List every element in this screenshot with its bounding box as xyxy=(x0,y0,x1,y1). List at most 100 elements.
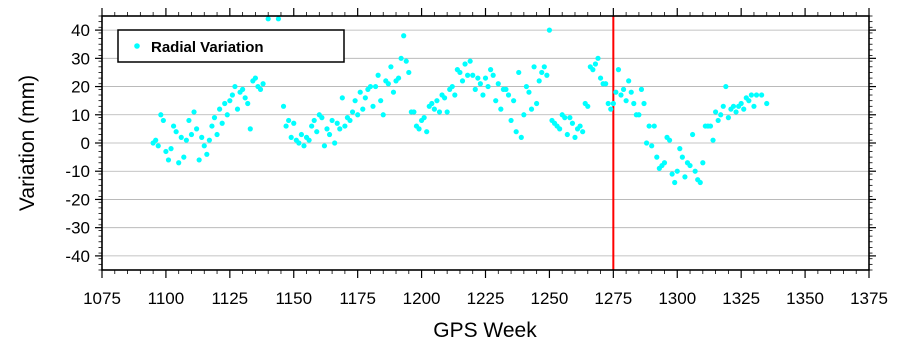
x-tick-label: 1125 xyxy=(212,289,249,308)
data-point xyxy=(181,154,187,160)
data-point xyxy=(421,115,427,121)
data-point xyxy=(360,106,366,112)
data-point xyxy=(337,126,343,132)
x-tick-label: 1225 xyxy=(467,289,505,308)
data-point xyxy=(564,131,570,138)
data-point xyxy=(610,100,616,107)
data-point xyxy=(309,123,315,129)
data-point xyxy=(424,129,430,135)
data-point xyxy=(557,126,563,132)
data-point xyxy=(649,143,655,149)
data-point xyxy=(493,98,499,104)
data-point xyxy=(160,117,166,124)
data-point xyxy=(643,140,650,146)
data-point xyxy=(367,83,374,90)
data-point xyxy=(291,120,297,126)
axis-ticks xyxy=(95,8,876,278)
data-point xyxy=(592,61,599,67)
data-point xyxy=(403,58,409,64)
data-point xyxy=(191,109,197,115)
data-point xyxy=(569,120,576,126)
x-tick-label: 1200 xyxy=(403,289,441,308)
data-point xyxy=(531,64,537,70)
data-point xyxy=(222,100,228,107)
data-point xyxy=(480,92,486,98)
data-point xyxy=(618,92,624,98)
data-point xyxy=(679,154,685,160)
data-point xyxy=(183,137,189,143)
data-point xyxy=(411,109,417,115)
data-point xyxy=(465,72,471,78)
data-point xyxy=(523,83,530,90)
data-point xyxy=(534,100,540,107)
data-point xyxy=(436,109,443,115)
data-point xyxy=(636,112,642,118)
data-point xyxy=(661,160,668,166)
y-tick-label: 0 xyxy=(81,134,90,153)
data-point xyxy=(176,160,182,166)
data-point xyxy=(459,78,466,84)
data-point xyxy=(641,100,647,107)
data-point xyxy=(539,69,545,76)
legend-label: Radial Variation xyxy=(151,39,264,56)
data-point xyxy=(674,168,680,174)
data-point xyxy=(196,157,202,163)
data-point xyxy=(546,27,553,33)
data-point xyxy=(687,162,693,169)
data-point xyxy=(431,106,437,112)
data-point xyxy=(296,140,302,146)
data-point xyxy=(416,126,422,132)
data-point xyxy=(495,81,501,87)
data-point xyxy=(378,98,384,104)
data-point xyxy=(511,98,517,104)
data-point xyxy=(733,109,739,115)
data-point xyxy=(521,112,527,118)
data-point xyxy=(526,89,532,95)
data-point xyxy=(339,95,345,101)
data-point xyxy=(232,83,238,90)
data-point xyxy=(390,89,397,95)
data-point xyxy=(697,179,703,186)
data-point xyxy=(462,61,468,67)
data-point xyxy=(654,154,660,160)
data-point xyxy=(713,109,719,115)
y-tick-label: 10 xyxy=(71,106,90,125)
data-point xyxy=(475,75,481,81)
data-point xyxy=(505,92,512,98)
data-point xyxy=(429,100,435,107)
y-axis-title: Variation (mm) xyxy=(16,75,39,211)
x-tick-label: 1100 xyxy=(148,289,185,308)
data-point xyxy=(470,72,476,78)
x-tick-label: 1250 xyxy=(531,289,569,308)
data-point xyxy=(513,129,519,135)
data-point xyxy=(286,117,292,124)
data-point xyxy=(477,81,483,87)
data-point xyxy=(214,131,220,138)
x-tick-label: 1350 xyxy=(786,289,824,308)
data-point xyxy=(324,126,330,132)
data-point xyxy=(603,81,609,87)
data-point xyxy=(444,109,450,115)
data-point xyxy=(730,103,737,109)
data-point xyxy=(498,106,504,112)
data-point xyxy=(628,89,634,95)
data-point xyxy=(490,72,496,78)
data-point xyxy=(155,143,161,149)
data-point xyxy=(224,112,230,118)
data-point xyxy=(314,129,320,135)
data-point xyxy=(605,100,611,107)
data-point xyxy=(153,137,159,143)
data-point xyxy=(280,103,287,109)
data-point xyxy=(585,103,591,109)
data-point xyxy=(168,146,174,152)
data-point xyxy=(321,143,328,149)
data-point xyxy=(326,131,333,138)
data-point xyxy=(298,131,305,138)
data-point xyxy=(590,67,596,73)
data-point xyxy=(229,92,235,98)
data-point xyxy=(710,137,716,143)
data-point xyxy=(329,117,335,124)
data-point xyxy=(682,174,688,180)
data-point xyxy=(669,171,675,177)
